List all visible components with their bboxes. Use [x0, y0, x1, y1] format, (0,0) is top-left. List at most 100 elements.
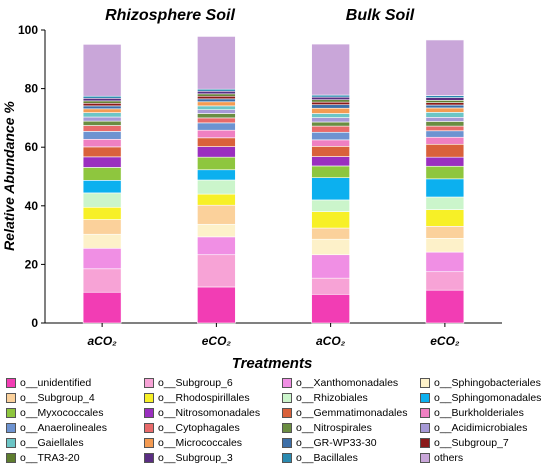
- bar-segment: [425, 289, 465, 324]
- bar-segment: [425, 39, 465, 96]
- legend-item: o__Subgroup_7: [420, 436, 509, 450]
- bar-segment: [197, 90, 236, 95]
- legend-swatch: [282, 438, 292, 448]
- x-tick-label: eCO₂: [202, 334, 232, 348]
- bar-segment: [197, 117, 236, 124]
- bar-segment: [197, 204, 236, 225]
- legend-swatch: [282, 423, 292, 433]
- bar-segment: [425, 102, 465, 106]
- bar-segment: [82, 180, 122, 194]
- legend-item: o__Nitrospirales: [282, 421, 372, 435]
- bar-segment: [197, 113, 236, 119]
- bar-segment: [82, 120, 122, 126]
- legend-item: o__Sphingobacteriales: [420, 376, 541, 390]
- legend-swatch: [144, 408, 154, 418]
- bar-segment: [82, 233, 122, 249]
- bar-segment: [197, 109, 236, 114]
- legend-swatch: [6, 393, 16, 403]
- legend-swatch: [420, 453, 430, 463]
- legend-label: o__Acidimicrobiales: [434, 422, 528, 434]
- bar-segment: [82, 167, 122, 181]
- bar-segment: [197, 179, 236, 195]
- legend-label: o__Gemmatimonadales: [296, 407, 408, 419]
- bar-segment: [197, 36, 236, 90]
- x-tick-label: eCO₂: [430, 334, 460, 348]
- legend-swatch: [144, 453, 154, 463]
- x-tick-label: aCO₂: [316, 334, 346, 348]
- bar-segment: [197, 101, 236, 107]
- legend-label: o__Rhodospirillales: [158, 392, 250, 404]
- bar-segment: [311, 125, 350, 133]
- bar-segment: [311, 101, 350, 106]
- legend-swatch: [420, 408, 430, 418]
- legend-swatch: [6, 438, 16, 448]
- bar-segment: [425, 136, 465, 145]
- legend-item: o__Subgroup_6: [144, 376, 233, 390]
- bar-segment: [82, 192, 122, 208]
- bar-segment: [197, 105, 236, 110]
- legend-item: o__Micrococcales: [144, 436, 242, 450]
- legend-swatch: [420, 393, 430, 403]
- legend-item: o__Xanthomonadales: [282, 376, 398, 390]
- bar-segment: [82, 206, 122, 220]
- legend-label: o__Subgroup_6: [158, 377, 233, 389]
- legend-label: o__Nitrospirales: [296, 422, 372, 434]
- legend-item: o__Myxococcales: [6, 406, 103, 420]
- y-tick-label: 20: [25, 257, 39, 271]
- bar-segment: [311, 254, 350, 279]
- legend-swatch: [6, 453, 16, 463]
- y-tick-label: 0: [31, 316, 38, 330]
- legend-item: o__Subgroup_3: [144, 451, 233, 465]
- bar-segment: [311, 177, 350, 201]
- legend-swatch: [282, 408, 292, 418]
- bar-segment: [82, 116, 122, 122]
- bar-segment: [425, 95, 465, 98]
- legend-label: o__Rhizobiales: [296, 392, 368, 404]
- legend-swatch: [144, 378, 154, 388]
- bar-segment: [82, 100, 122, 104]
- group-label-rhizosphere: Rhizosphere Soil: [105, 7, 235, 24]
- bar-segment: [197, 169, 236, 181]
- bar-segment: [197, 236, 236, 256]
- legend-item: others: [420, 451, 463, 465]
- bar-segment: [311, 121, 350, 127]
- legend-item: o__Acidimicrobiales: [420, 421, 527, 435]
- bar-segment: [197, 156, 236, 171]
- bar-segment: [425, 156, 465, 167]
- bar-segment: [82, 108, 122, 113]
- bar-segment: [311, 104, 350, 109]
- legend-swatch: [144, 423, 154, 433]
- bar-segment: [425, 178, 465, 198]
- bar-segment: [425, 209, 465, 227]
- bar-segment: [311, 43, 350, 96]
- legend-item: o__Subgroup_4: [6, 391, 95, 405]
- bar-segment: [82, 97, 122, 102]
- bar-segment: [197, 93, 236, 97]
- bar-segment: [311, 113, 350, 118]
- bar-segment: [82, 44, 122, 97]
- group-label-bulk: Bulk Soil: [346, 7, 415, 24]
- bar-segment: [425, 125, 465, 132]
- legend-label: o__Subgroup_7: [434, 437, 509, 449]
- legend-item: o__Rhizobiales: [282, 391, 368, 405]
- legend-label: o__Anaerolineales: [20, 422, 107, 434]
- legend-swatch: [144, 393, 154, 403]
- legend-swatch: [6, 378, 16, 388]
- bar-segment: [425, 196, 465, 210]
- bar-segment: [82, 112, 122, 118]
- legend-label: o__Sphingobacteriales: [434, 377, 541, 389]
- bar-segment: [425, 165, 465, 180]
- y-axis-title: Relative Abundance %: [1, 101, 17, 251]
- x-tick-label: aCO₂: [88, 334, 118, 348]
- bar-segment: [82, 102, 122, 107]
- bar-segment: [311, 211, 350, 229]
- legend-label: o__Sphingomonadales: [434, 392, 542, 404]
- bar-segment: [311, 238, 350, 256]
- legend-item: o__TRA3-20: [6, 451, 80, 465]
- legend-item: o__Sphingomonadales: [420, 391, 541, 405]
- bar-segment: [197, 146, 236, 158]
- legend-item: o__Gaiellales: [6, 436, 84, 450]
- bar-segment: [425, 100, 465, 103]
- bar-segment: [425, 112, 465, 118]
- y-tick-label: 40: [25, 199, 39, 213]
